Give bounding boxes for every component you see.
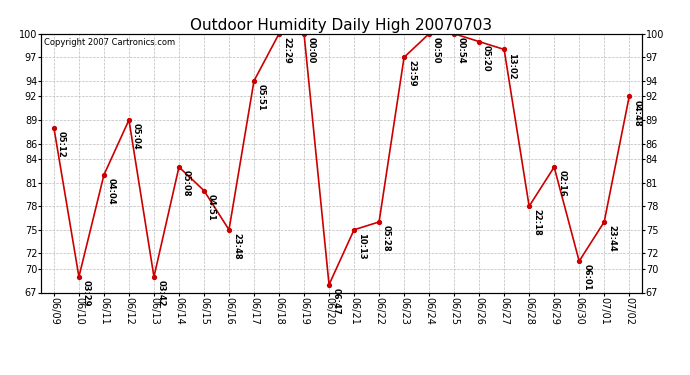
Text: 05:51: 05:51 [257,84,266,111]
Text: 05:20: 05:20 [482,45,491,71]
Text: 23:44: 23:44 [607,225,616,252]
Text: 05:28: 05:28 [382,225,391,252]
Text: 05:12: 05:12 [57,131,66,158]
Text: 06:01: 06:01 [582,264,591,291]
Text: 23:48: 23:48 [232,233,241,260]
Text: 22:18: 22:18 [532,209,541,236]
Text: 22:29: 22:29 [282,37,291,64]
Text: 02:16: 02:16 [557,170,566,197]
Text: Copyright 2007 Cartronics.com: Copyright 2007 Cartronics.com [44,38,175,46]
Text: 03:29: 03:29 [82,280,91,306]
Text: 04:51: 04:51 [207,194,216,220]
Text: 10:13: 10:13 [357,233,366,260]
Text: 03:42: 03:42 [157,280,166,307]
Text: 23:59: 23:59 [407,60,416,87]
Text: 00:54: 00:54 [457,37,466,63]
Title: Outdoor Humidity Daily High 20070703: Outdoor Humidity Daily High 20070703 [190,18,493,33]
Text: 05:04: 05:04 [132,123,141,150]
Text: 13:02: 13:02 [507,53,516,79]
Text: 00:50: 00:50 [432,37,441,63]
Text: 00:00: 00:00 [307,37,316,63]
Text: 04:04: 04:04 [107,178,116,205]
Text: 04:48: 04:48 [632,100,641,126]
Text: 05:08: 05:08 [182,170,191,196]
Text: 06:47: 06:47 [332,288,341,314]
